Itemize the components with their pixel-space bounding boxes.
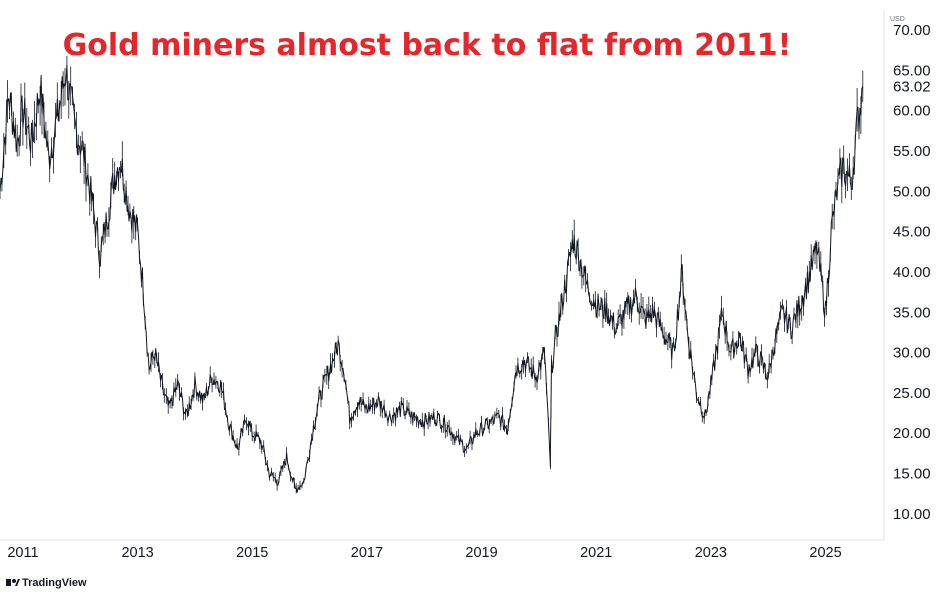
x-tick-label: 2015	[236, 545, 268, 561]
x-tick-label: 2011	[7, 545, 38, 561]
price-axis-unit: USD	[890, 16, 905, 23]
x-tick-label: 2017	[351, 545, 383, 561]
x-tick-label: 2025	[809, 545, 841, 561]
tradingview-logo-text: TradingView	[22, 577, 87, 589]
y-tick-label: 35.00	[893, 304, 931, 321]
y-tick-label: 50.00	[893, 183, 931, 200]
y-tick-label: 20.00	[893, 425, 931, 442]
y-tick-label: 45.00	[893, 224, 931, 241]
x-tick-label: 2023	[695, 545, 727, 561]
y-tick-label: 40.00	[893, 264, 931, 281]
time-axis[interactable]: 2011 2013 2015 2017 2019 2021 2023 2025	[7, 545, 841, 561]
tradingview-logo-icon	[6, 579, 20, 586]
price-series	[0, 55, 864, 494]
y-tick-label: 25.00	[893, 385, 931, 402]
chart-title: Gold miners almost back to flat from 201…	[63, 28, 792, 63]
y-tick-label: 15.00	[893, 466, 931, 483]
y-tick-label: 65.00	[893, 62, 931, 79]
x-tick-label: 2013	[121, 545, 153, 561]
y-tick-label: 10.00	[893, 506, 931, 523]
x-tick-label: 2021	[580, 545, 612, 561]
last-price-label: 63.02	[893, 78, 931, 95]
price-axis[interactable]: 10.00 15.00 20.00 25.00 30.00 35.00 40.00 45.00…	[893, 22, 931, 523]
y-tick-label: 55.00	[893, 143, 931, 160]
y-tick-label: 60.00	[893, 103, 931, 120]
price-line	[0, 64, 864, 493]
x-tick-label: 2019	[465, 545, 497, 561]
y-tick-label: 30.00	[893, 345, 931, 362]
tradingview-logo: TradingView	[6, 577, 87, 589]
y-tick-label: 70.00	[893, 22, 931, 39]
